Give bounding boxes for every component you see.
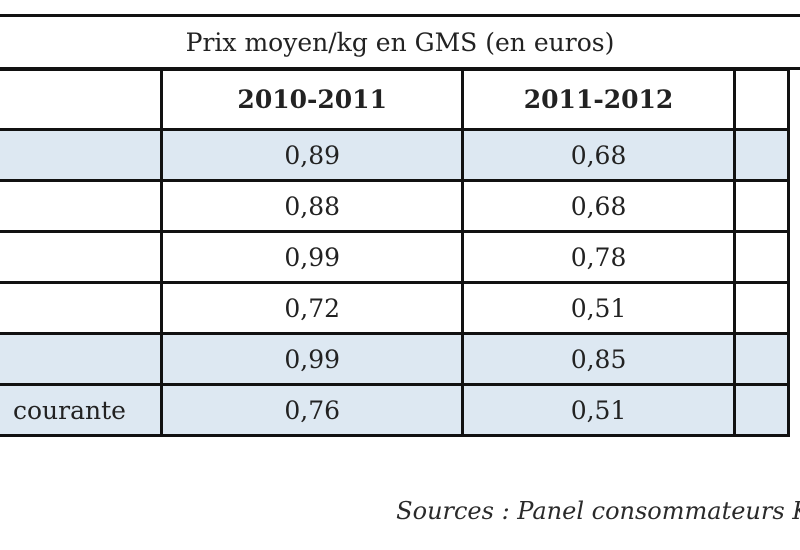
- cell-2011-2012: 0,68: [461, 128, 736, 182]
- table-title: Prix moyen/kg en GMS (en euros): [0, 14, 800, 70]
- cell-extra: [732, 179, 791, 233]
- source-note: Sources : Panel consommateurs Kan: [396, 497, 800, 525]
- cell-2010-2011: 0,88: [160, 179, 465, 233]
- cell-extra: [732, 383, 791, 437]
- header-2010-2011: 2010-2011: [160, 68, 465, 131]
- price-table: 2010-2011 2011-2012 0,89 0,68 0,88 0,68 …: [0, 68, 791, 437]
- header-extra: [732, 68, 791, 131]
- table-row: courante 0,76 0,51: [0, 383, 791, 437]
- cell-extra: [732, 332, 791, 386]
- cell-2010-2011: 0,99: [160, 230, 465, 284]
- header-label: [0, 68, 164, 131]
- cell-extra: [732, 230, 791, 284]
- cell-2010-2011: 0,99: [160, 332, 465, 386]
- cell-extra: [732, 281, 791, 335]
- cell-2011-2012: 0,68: [461, 179, 736, 233]
- table-row: 0,72 0,51: [0, 281, 791, 335]
- cell-2010-2011: 0,72: [160, 281, 465, 335]
- cell-2011-2012: 0,78: [461, 230, 736, 284]
- header-2011-2012: 2011-2012: [461, 68, 736, 131]
- cell-2010-2011: 0,89: [160, 128, 465, 182]
- row-label: [0, 179, 164, 233]
- row-label: courante: [0, 383, 164, 437]
- row-label: [0, 128, 164, 182]
- table-row: 0,99 0,85: [0, 332, 791, 386]
- table-title-text: Prix moyen/kg en GMS (en euros): [185, 27, 615, 57]
- row-label: [0, 230, 164, 284]
- table-row: 0,88 0,68: [0, 179, 791, 233]
- cell-2010-2011: 0,76: [160, 383, 465, 437]
- cell-2011-2012: 0,51: [461, 383, 736, 437]
- table-row: 0,99 0,78: [0, 230, 791, 284]
- cell-2011-2012: 0,51: [461, 281, 736, 335]
- cell-extra: [732, 128, 791, 182]
- row-label: [0, 332, 164, 386]
- header-row: 2010-2011 2011-2012: [0, 68, 791, 131]
- row-label: [0, 281, 164, 335]
- table-row: 0,89 0,68: [0, 128, 791, 182]
- cell-2011-2012: 0,85: [461, 332, 736, 386]
